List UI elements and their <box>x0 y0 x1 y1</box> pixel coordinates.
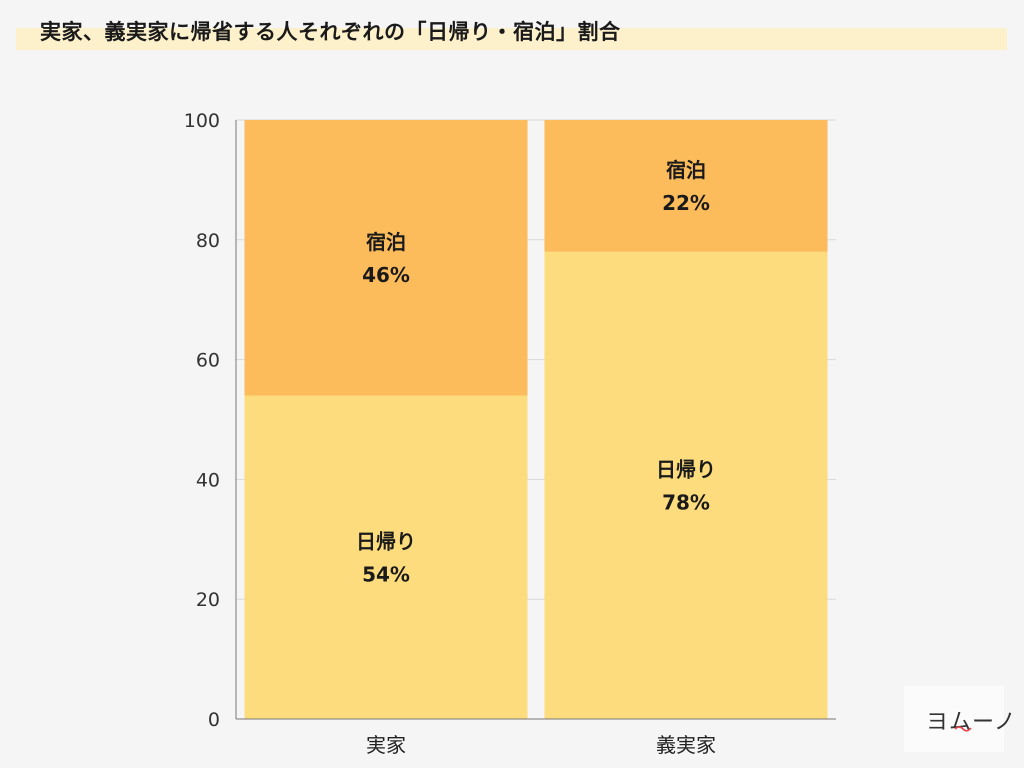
bar-segment <box>244 395 528 719</box>
brand-logo: ヨムーノ <box>904 686 1016 752</box>
axes: 0 20 40 60 80 100 実家 義実家 <box>184 110 836 757</box>
segment-value-label: 22% <box>662 191 710 215</box>
segment-value-label: 78% <box>662 490 710 514</box>
segment-series-label: 日帰り <box>356 529 416 553</box>
y-tick-label: 80 <box>196 230 220 252</box>
title-highlight-bar <box>16 28 1007 50</box>
y-tick-label: 40 <box>196 469 220 491</box>
bar-segment <box>544 120 828 252</box>
y-tick-label: 0 <box>208 709 220 731</box>
segment-series-label: 日帰り <box>656 457 716 481</box>
segment-series-label: 宿泊 <box>366 230 406 254</box>
bar-segment <box>244 120 528 396</box>
segment-value-label: 46% <box>362 263 410 287</box>
logo-wave-icon <box>954 726 972 732</box>
y-tick-label: 20 <box>196 589 220 611</box>
bar-segment <box>544 251 828 719</box>
chart-title: 実家、義実家に帰省する人それぞれの「日帰り・宿泊」割合 <box>40 20 621 44</box>
segment-value-label: 54% <box>362 562 410 586</box>
x-category-label: 実家 <box>366 733 406 757</box>
y-tick-label: 60 <box>196 350 220 372</box>
logo-text: ヨムーノ <box>926 710 1017 735</box>
segment-labels: 日帰り 54% 宿泊 46% 日帰り 78% 宿泊 22% <box>356 158 716 586</box>
x-category-label: 義実家 <box>656 733 716 757</box>
bars <box>244 120 828 719</box>
segment-series-label: 宿泊 <box>666 158 706 182</box>
y-tick-label: 100 <box>184 110 220 132</box>
